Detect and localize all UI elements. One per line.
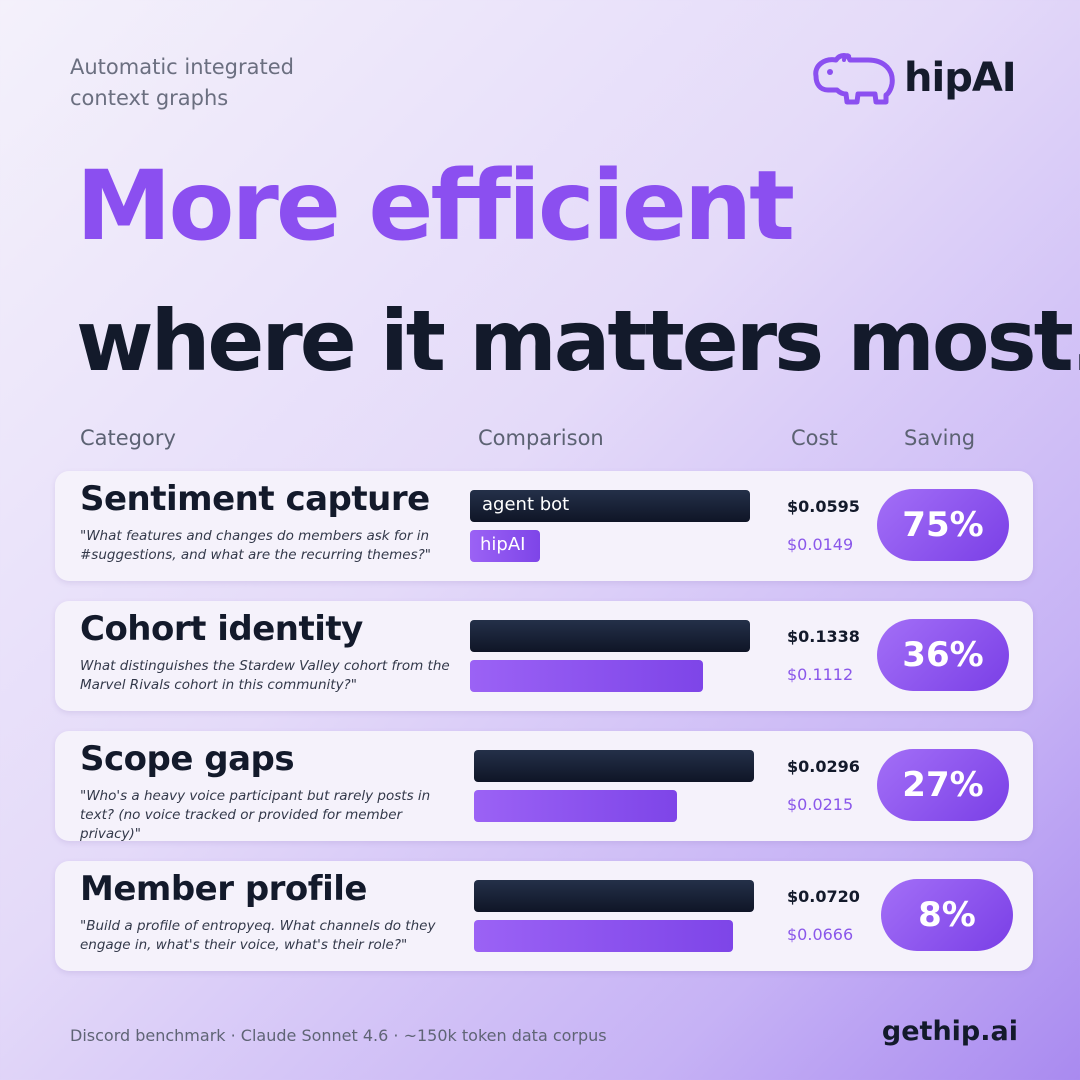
category-title: Scope gaps — [80, 739, 295, 779]
category-query: "What features and changes do members as… — [80, 528, 431, 563]
category-row: Cohort identity What distinguishes the St… — [55, 601, 1033, 711]
category-title: Sentiment capture — [80, 479, 430, 519]
column-header-cost: Cost — [791, 426, 838, 450]
headline-primary: More efficient — [76, 150, 795, 262]
agent-bot-cost: $0.0595 — [787, 497, 860, 516]
category-title: Cohort identity — [80, 609, 363, 649]
agent-bot-bar — [470, 620, 750, 652]
agent-bot-cost: $0.0296 — [787, 757, 860, 776]
column-header-category: Category — [80, 426, 176, 450]
column-header-comparison: Comparison — [478, 426, 604, 450]
column-header-saving: Saving — [904, 426, 976, 450]
category-row: Sentiment capture "What features and chan… — [55, 471, 1033, 581]
saving-badge: 8% — [881, 879, 1013, 951]
category-query: What distinguishes the Stardew Valley co… — [80, 658, 450, 693]
category-query: "Who's a heavy voice participant but rar… — [80, 788, 431, 842]
hipai-cost: $0.1112 — [787, 665, 854, 684]
agent-bot-cost: $0.0720 — [787, 887, 860, 906]
footer-site-link[interactable]: gethip.ai — [881, 1016, 1018, 1047]
hipai-bar: hipAI — [470, 530, 540, 562]
agent-bot-bar — [474, 880, 754, 912]
brand-name: hipAI — [904, 55, 1017, 101]
brand-logo: hipAI — [806, 48, 1017, 108]
headline-secondary: where it matters most. — [76, 292, 1080, 390]
saving-badge: 36% — [877, 619, 1009, 691]
hipai-bar — [470, 660, 703, 692]
footer-note: Discord benchmark · Claude Sonnet 4.6 · … — [70, 1026, 607, 1045]
category-title: Member profile — [80, 869, 367, 909]
saving-badge: 75% — [877, 489, 1009, 561]
category-row: Member profile "Build a profile of entrop… — [55, 861, 1033, 971]
category-row: Scope gaps "Who's a heavy voice participa… — [55, 731, 1033, 842]
agent-bot-cost: $0.1338 — [787, 627, 860, 646]
hipai-bar — [474, 790, 677, 822]
agent-bot-bar — [474, 750, 754, 782]
agent-bot-bar: agent bot — [470, 490, 750, 522]
tagline: Automatic integrated context graphs — [70, 55, 294, 110]
hipai-cost: $0.0666 — [787, 925, 854, 944]
saving-badge: 27% — [877, 749, 1009, 821]
category-query: "Build a profile of entropyeq. What chan… — [80, 918, 436, 953]
hippo-icon — [813, 53, 895, 105]
agent-bot-bar-label: agent bot — [482, 494, 570, 515]
hipai-bar — [474, 920, 733, 952]
hipai-bar-label: hipAI — [480, 534, 526, 555]
hipai-cost: $0.0215 — [787, 795, 854, 814]
hipai-cost: $0.0149 — [787, 535, 854, 554]
